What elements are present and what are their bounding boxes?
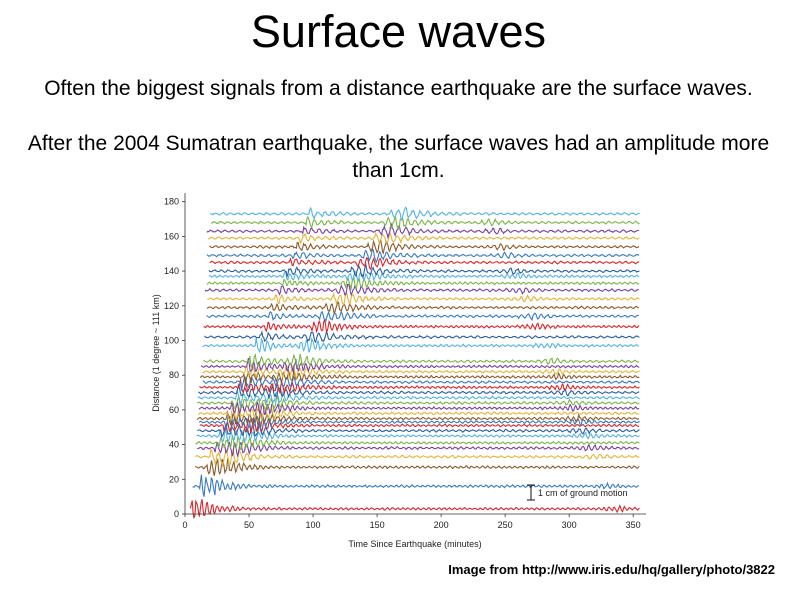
y-tick-label: 100	[164, 335, 179, 345]
x-tick-label: 350	[626, 520, 641, 530]
seismogram-trace	[192, 474, 640, 497]
seismogram-trace	[197, 423, 640, 439]
y-tick-label: 180	[164, 197, 179, 207]
y-tick-label: 80	[169, 370, 179, 380]
y-axis-label: Distance (1 degree ~ 111 km)	[151, 294, 161, 411]
seismogram-trace	[196, 410, 640, 427]
x-tick-group: 0 50 100 150 200 250 300 350	[182, 514, 641, 530]
y-tick-label: 0	[174, 509, 179, 519]
seismogram-trace	[196, 427, 640, 444]
seismogram-trace	[204, 283, 639, 297]
seismogram-trace	[206, 222, 639, 240]
seismogram-trace	[209, 256, 640, 271]
intro-paragraph: Often the biggest signals from a distanc…	[44, 77, 753, 100]
y-tick-label: 140	[164, 266, 179, 276]
seismogram-trace	[189, 499, 640, 520]
x-tick-label: 50	[244, 520, 254, 530]
y-tick-label: 40	[169, 440, 179, 450]
seismogram-trace	[202, 363, 640, 381]
seismogram-chart: 0 50 100 150 200 250 300 350 0 20 40 60 80 100 120 140…	[151, 193, 646, 549]
seismogram-trace	[209, 238, 640, 255]
seismogram-trace	[199, 379, 640, 395]
seismogram-trace	[206, 276, 640, 290]
seismogram-trace	[202, 337, 640, 354]
seismogram-trace	[197, 395, 640, 411]
seismogram-trace	[206, 301, 640, 315]
seismogram-trace	[198, 383, 640, 399]
seismogram-trace	[210, 215, 640, 230]
y-tick-label: 20	[169, 474, 179, 484]
seismogram-trace	[209, 206, 640, 222]
seismogram-trace	[203, 353, 640, 369]
sumatra-paragraph: After the 2004 Sumatran earthquake, the …	[27, 132, 770, 182]
scale-bar-label: 1 cm of ground motion	[538, 488, 628, 498]
y-tick-label: 160	[164, 231, 179, 241]
seismogram-trace	[208, 231, 640, 246]
seismogram-trace	[207, 291, 640, 307]
seismogram-trace	[204, 330, 640, 344]
seismogram-trace	[199, 417, 640, 434]
slide-title: Surface waves	[250, 6, 547, 57]
x-tick-label: 0	[182, 520, 187, 530]
seismogram-trace	[200, 357, 640, 373]
x-tick-label: 300	[562, 520, 577, 530]
seismogram-trace	[195, 434, 640, 451]
seismogram-trace	[198, 414, 640, 431]
x-tick-label: 200	[434, 520, 449, 530]
y-tick-label: 120	[164, 301, 179, 311]
x-tick-label: 100	[306, 520, 321, 530]
seismogram-trace	[197, 441, 640, 458]
seismogram-trace	[208, 262, 640, 279]
seismogram-trace	[206, 247, 640, 264]
trace-group	[189, 206, 640, 520]
seismogram-trace	[194, 458, 640, 476]
seismogram-trace	[202, 375, 640, 391]
x-tick-label: 150	[370, 520, 385, 530]
seismogram-trace	[203, 318, 640, 334]
y-tick-group: 0 20 40 60 80 100 120 140 160 180	[164, 197, 185, 519]
seismogram-trace	[206, 310, 639, 323]
seismogram-trace	[197, 389, 640, 407]
scale-bar: 1 cm of ground motion	[527, 484, 628, 501]
seismogram-trace	[199, 369, 640, 385]
x-axis-label: Time Since Earthquake (minutes)	[348, 539, 481, 549]
image-credit: Image from http://www.iris.edu/hq/galler…	[448, 562, 775, 577]
x-tick-label: 250	[498, 520, 513, 530]
seismogram-trace	[208, 270, 640, 282]
seismogram-trace	[195, 447, 640, 468]
y-tick-label: 60	[169, 405, 179, 415]
